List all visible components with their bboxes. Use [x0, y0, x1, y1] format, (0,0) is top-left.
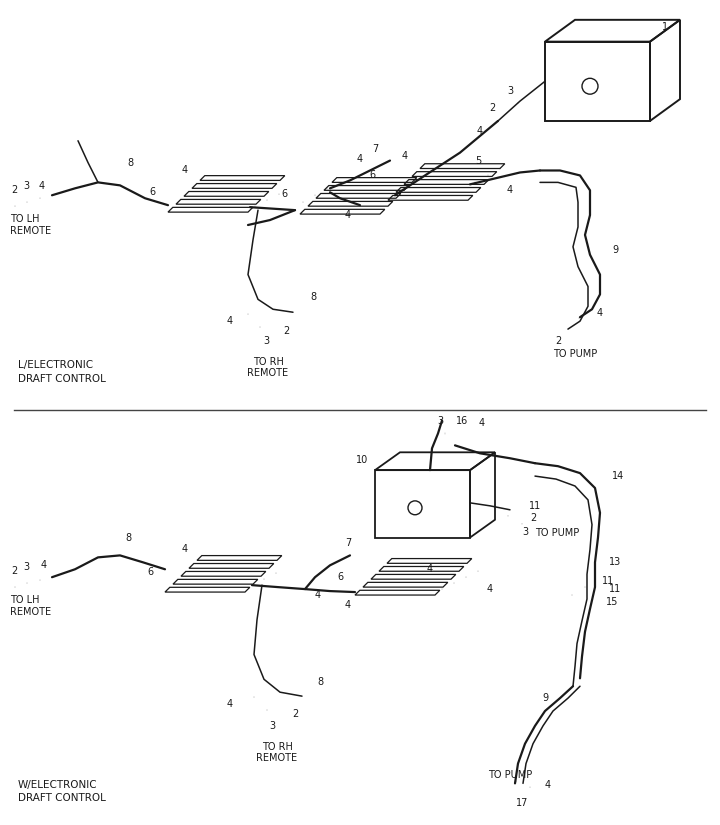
Text: 8: 8: [125, 533, 131, 543]
Text: 6: 6: [369, 171, 375, 181]
Text: 4: 4: [41, 560, 47, 570]
Text: TO PUMP: TO PUMP: [535, 528, 580, 538]
Text: 3: 3: [522, 526, 528, 536]
Text: 4: 4: [39, 182, 45, 191]
Text: 2: 2: [292, 709, 298, 719]
Text: 2: 2: [489, 103, 495, 113]
Text: 3: 3: [507, 86, 513, 97]
Text: 4: 4: [545, 780, 551, 790]
Text: 7: 7: [372, 144, 378, 153]
Text: 4: 4: [507, 186, 513, 196]
Text: 6: 6: [149, 187, 155, 197]
Text: 4: 4: [477, 126, 483, 136]
Text: 2: 2: [11, 186, 17, 196]
Text: 2: 2: [11, 566, 17, 576]
Circle shape: [582, 78, 598, 94]
Text: 8: 8: [317, 677, 323, 687]
Text: 6: 6: [337, 573, 343, 582]
Text: 2: 2: [555, 336, 561, 346]
Text: 11: 11: [609, 584, 621, 594]
Text: 10: 10: [356, 455, 368, 465]
Text: 4: 4: [427, 564, 433, 574]
Text: 4: 4: [357, 153, 363, 163]
Text: 4: 4: [182, 544, 188, 554]
Text: 1: 1: [662, 21, 668, 31]
Text: 11: 11: [602, 576, 614, 587]
Text: 2: 2: [530, 512, 536, 523]
Text: 4: 4: [315, 590, 321, 600]
Text: 4: 4: [227, 316, 233, 326]
Text: 3: 3: [23, 182, 29, 191]
Text: 4: 4: [345, 600, 351, 610]
Text: TO PUMP: TO PUMP: [488, 771, 532, 780]
Text: TO PUMP: TO PUMP: [553, 349, 597, 359]
Text: 3: 3: [269, 721, 275, 731]
Text: 4: 4: [479, 417, 485, 427]
Text: 4: 4: [597, 309, 603, 318]
Text: L/ELECTRONIC
DRAFT CONTROL: L/ELECTRONIC DRAFT CONTROL: [18, 361, 106, 384]
Circle shape: [408, 501, 422, 515]
Text: 8: 8: [127, 158, 133, 167]
Text: 7: 7: [345, 539, 351, 549]
Text: 4: 4: [402, 151, 408, 161]
Text: 15: 15: [606, 597, 618, 607]
Text: 6: 6: [281, 189, 287, 200]
Text: 14: 14: [612, 471, 624, 481]
Text: 2: 2: [283, 326, 289, 336]
Text: TO LH
REMOTE: TO LH REMOTE: [10, 214, 51, 236]
Text: 3: 3: [437, 416, 443, 426]
Text: 9: 9: [612, 245, 618, 255]
Text: 6: 6: [147, 568, 153, 577]
Text: 9: 9: [542, 693, 548, 703]
Text: 4: 4: [345, 210, 351, 220]
Text: W/ELECTRONIC
DRAFT CONTROL: W/ELECTRONIC DRAFT CONTROL: [18, 780, 106, 804]
Text: 8: 8: [310, 292, 316, 302]
Text: 3: 3: [263, 336, 269, 346]
Text: 13: 13: [609, 558, 621, 568]
Text: 16: 16: [456, 416, 468, 426]
Text: 3: 3: [23, 563, 29, 573]
Text: 4: 4: [182, 166, 188, 176]
Text: 4: 4: [487, 584, 493, 594]
Text: TO LH
REMOTE: TO LH REMOTE: [10, 595, 51, 616]
Text: 11: 11: [529, 501, 541, 511]
Text: 4: 4: [227, 699, 233, 709]
Text: TO RH
REMOTE: TO RH REMOTE: [248, 357, 289, 379]
Text: 5: 5: [475, 156, 481, 166]
Text: 17: 17: [516, 799, 528, 808]
Text: TO RH
REMOTE: TO RH REMOTE: [256, 742, 297, 763]
